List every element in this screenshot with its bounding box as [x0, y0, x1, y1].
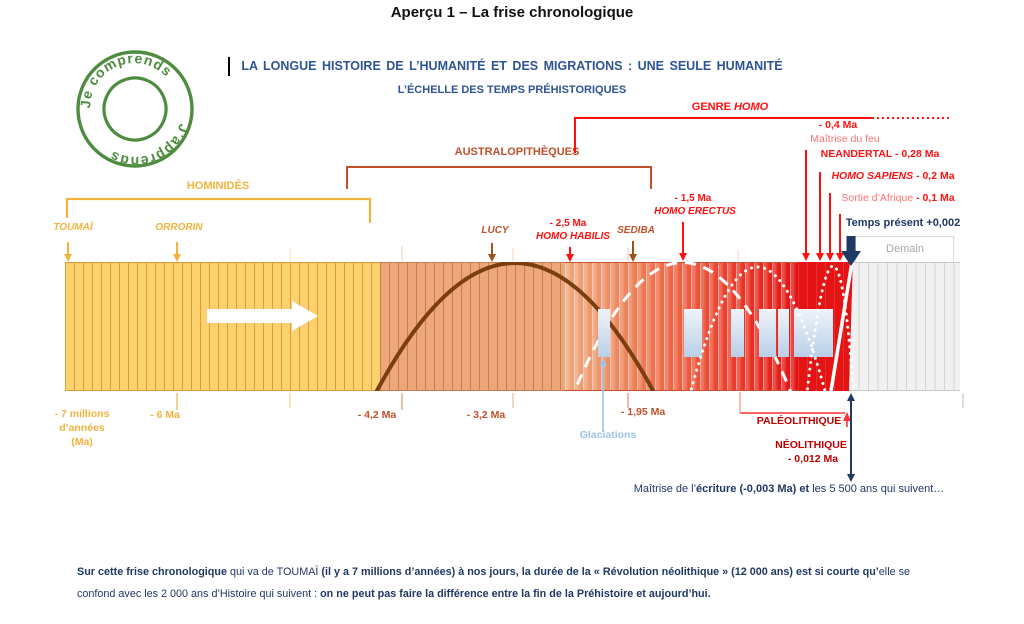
neolithique-line [847, 393, 855, 482]
genre-homo-label: GENRE HOMO [691, 101, 769, 113]
hominides-label: HOMINIDÉS [186, 180, 250, 192]
erectus-arrow [679, 222, 687, 261]
main-title: LA LONGUE HISTOIRE DE L’HUMANITÉ ET DES … [241, 59, 783, 73]
toumai-arrow [64, 242, 72, 262]
band-section-genre-homo [565, 262, 798, 391]
sediba-label: SEDIBA [617, 225, 655, 236]
homo-habilis-label: HOMO HABILIS [536, 231, 610, 242]
lower-scale-ticks [176, 393, 964, 410]
orrorin-arrow [173, 242, 181, 262]
footer-line-2: confond avec les 2 000 ans d’Histoire qu… [77, 588, 711, 600]
ma195-label: - 1,95 Ma [620, 406, 666, 418]
australopitheques-label: AUSTRALOPITHÈQUES [454, 146, 580, 158]
logo-bottom-text: J'apprends [103, 118, 201, 176]
orrorin-label: ORRORIN [155, 222, 203, 233]
page-title: Aperçu 1 – La frise chronologique [390, 4, 634, 21]
lucy-label: LUCY [481, 225, 509, 236]
logo-inner-ring [102, 76, 168, 142]
neandertal-label: NEANDERTAL - 0,28 Ma [820, 148, 940, 160]
habilis-arrow [566, 247, 574, 262]
sediba-arrow [629, 241, 637, 262]
ma42-label: - 4,2 Ma [357, 409, 397, 421]
svg-text:Je comprends: Je comprends [68, 42, 178, 114]
ma32-label: - 3,2 Ma [466, 409, 506, 421]
band-section-hominides [65, 262, 380, 391]
footer-paragraph: Sur cette frise chronologique qui va de … [77, 561, 957, 605]
sortie-arrow [836, 214, 844, 261]
temps-present-label: Temps présent +0,002 [845, 217, 961, 229]
hominides-bracket [65, 197, 372, 223]
footer-line-1: Sur cette frise chronologique qui va de … [77, 566, 911, 578]
band-section-recent [798, 262, 853, 391]
homo-sapiens-label: HOMO SAPIENS - 0,2 Ma [831, 170, 955, 182]
text-cursor [228, 57, 230, 76]
band-section-australopitheques [380, 262, 565, 391]
feu-arrow [802, 150, 810, 261]
sapiens-arrow [826, 193, 834, 261]
homo-habilis-date: - 2,5 Ma [549, 218, 587, 229]
svg-text:J'apprends: J'apprends [103, 118, 201, 176]
timeline-band [65, 262, 960, 391]
neandertal-arrow [816, 172, 824, 261]
neolithique-label: NÉOLITHIQUE [775, 439, 847, 451]
australopitheques-bracket [346, 166, 652, 189]
feu-date: - 0,4 Ma [818, 119, 858, 131]
subtitle: L’ÉCHELLE DES TEMPS PRÉHISTORIQUES [397, 84, 627, 96]
maitrise-du-feu-label: Maîtrise du feu [810, 133, 880, 145]
sortie-afrique-label: Sortie d’Afrique - 0,1 Ma [841, 192, 955, 204]
band-section-demain [849, 262, 960, 391]
ma6-label: - 6 Ma [150, 409, 180, 421]
ecriture-label: Maîtrise de l’écriture (-0,003 Ma) et le… [633, 483, 945, 495]
upper-scale-ticks [289, 246, 739, 261]
logo-top-text: Je comprends [68, 42, 178, 114]
toumai-label: TOUMAÏ [53, 222, 93, 233]
neolithique-date: - 0,012 Ma [787, 453, 839, 465]
demain-label: Demain [886, 243, 924, 255]
paleolithique-label: PALÉOLITHIQUE [756, 415, 842, 427]
lucy-arrow [488, 243, 496, 262]
ma7-label: - 7 millions d’années (Ma) [54, 408, 110, 448]
glaciations-label: Glaciations [579, 429, 637, 441]
homo-erectus-label: HOMO ERECTUS [654, 206, 736, 217]
homo-erectus-date: - 1,5 Ma [674, 193, 712, 204]
